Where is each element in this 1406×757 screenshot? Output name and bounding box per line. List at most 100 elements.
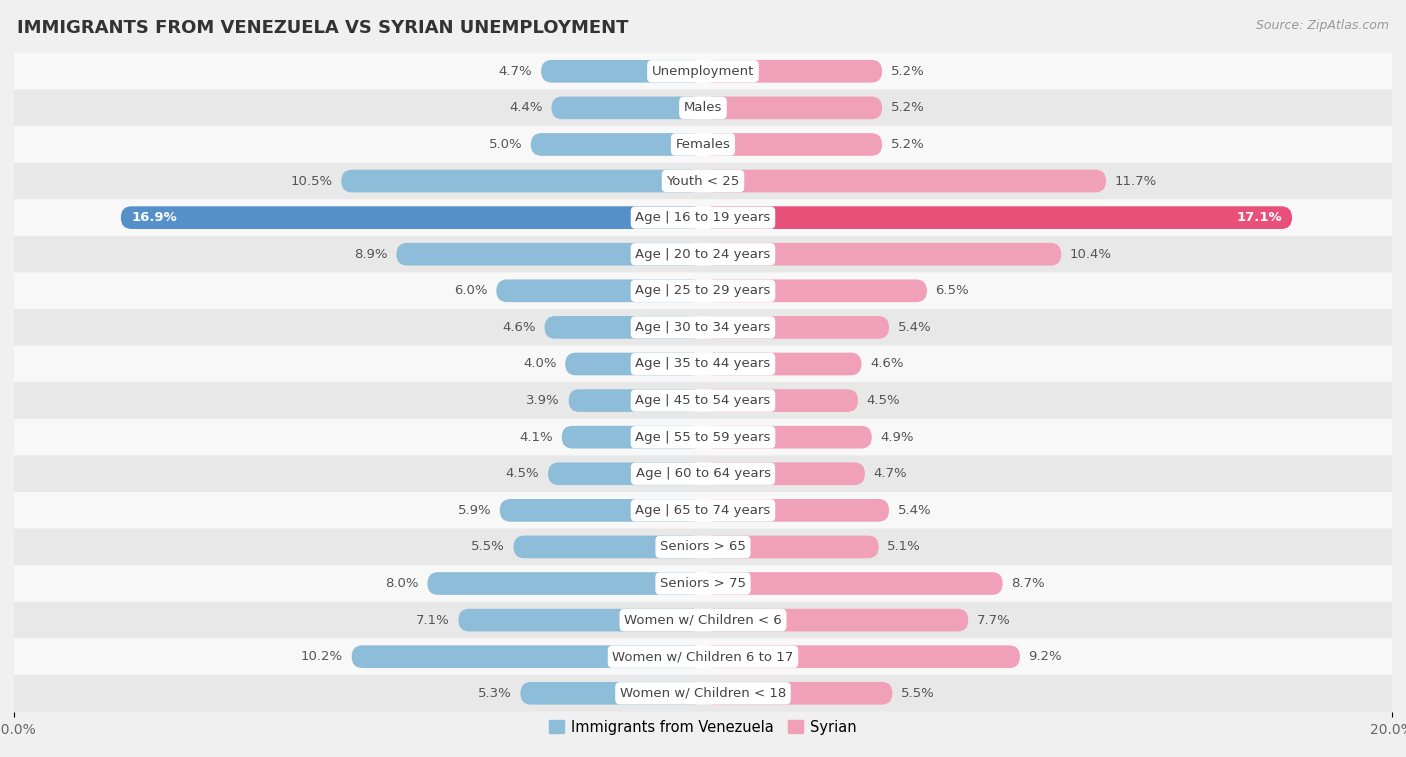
- FancyBboxPatch shape: [703, 133, 882, 156]
- FancyBboxPatch shape: [14, 126, 1392, 163]
- Text: 6.0%: 6.0%: [454, 285, 488, 298]
- Text: IMMIGRANTS FROM VENEZUELA VS SYRIAN UNEMPLOYMENT: IMMIGRANTS FROM VENEZUELA VS SYRIAN UNEM…: [17, 19, 628, 37]
- Text: 5.9%: 5.9%: [457, 504, 491, 517]
- FancyBboxPatch shape: [342, 170, 703, 192]
- FancyBboxPatch shape: [551, 97, 703, 119]
- Text: Age | 65 to 74 years: Age | 65 to 74 years: [636, 504, 770, 517]
- FancyBboxPatch shape: [14, 419, 1392, 456]
- Text: Age | 30 to 34 years: Age | 30 to 34 years: [636, 321, 770, 334]
- FancyBboxPatch shape: [703, 243, 1062, 266]
- FancyBboxPatch shape: [121, 207, 703, 229]
- FancyBboxPatch shape: [703, 536, 879, 558]
- Text: Age | 35 to 44 years: Age | 35 to 44 years: [636, 357, 770, 370]
- FancyBboxPatch shape: [703, 60, 882, 83]
- Text: 10.4%: 10.4%: [1070, 248, 1112, 260]
- Legend: Immigrants from Venezuela, Syrian: Immigrants from Venezuela, Syrian: [543, 714, 863, 740]
- Text: 5.4%: 5.4%: [897, 321, 931, 334]
- Text: 4.6%: 4.6%: [870, 357, 904, 370]
- FancyBboxPatch shape: [14, 236, 1392, 273]
- Text: 5.3%: 5.3%: [478, 687, 512, 699]
- FancyBboxPatch shape: [548, 463, 703, 485]
- FancyBboxPatch shape: [427, 572, 703, 595]
- FancyBboxPatch shape: [703, 279, 927, 302]
- Text: Age | 55 to 59 years: Age | 55 to 59 years: [636, 431, 770, 444]
- Text: 5.2%: 5.2%: [891, 101, 925, 114]
- Text: Seniors > 75: Seniors > 75: [659, 577, 747, 590]
- Text: 4.5%: 4.5%: [866, 394, 900, 407]
- FancyBboxPatch shape: [14, 53, 1392, 89]
- Text: 5.1%: 5.1%: [887, 540, 921, 553]
- FancyBboxPatch shape: [703, 499, 889, 522]
- Text: 4.7%: 4.7%: [873, 467, 907, 480]
- FancyBboxPatch shape: [352, 646, 703, 668]
- FancyBboxPatch shape: [14, 456, 1392, 492]
- Text: 17.1%: 17.1%: [1236, 211, 1282, 224]
- Text: Unemployment: Unemployment: [652, 65, 754, 78]
- FancyBboxPatch shape: [14, 602, 1392, 638]
- FancyBboxPatch shape: [14, 382, 1392, 419]
- FancyBboxPatch shape: [499, 499, 703, 522]
- FancyBboxPatch shape: [14, 675, 1392, 712]
- FancyBboxPatch shape: [14, 309, 1392, 346]
- Text: 4.7%: 4.7%: [499, 65, 533, 78]
- Text: 4.9%: 4.9%: [880, 431, 914, 444]
- Text: Youth < 25: Youth < 25: [666, 175, 740, 188]
- FancyBboxPatch shape: [568, 389, 703, 412]
- Text: 8.7%: 8.7%: [1011, 577, 1045, 590]
- FancyBboxPatch shape: [565, 353, 703, 375]
- Text: Seniors > 65: Seniors > 65: [659, 540, 747, 553]
- FancyBboxPatch shape: [703, 207, 1292, 229]
- Text: 3.9%: 3.9%: [526, 394, 560, 407]
- Text: 4.0%: 4.0%: [523, 357, 557, 370]
- FancyBboxPatch shape: [703, 316, 889, 338]
- Text: 6.5%: 6.5%: [935, 285, 969, 298]
- FancyBboxPatch shape: [14, 199, 1392, 236]
- FancyBboxPatch shape: [703, 97, 882, 119]
- Text: 8.9%: 8.9%: [354, 248, 388, 260]
- FancyBboxPatch shape: [703, 353, 862, 375]
- Text: 4.5%: 4.5%: [506, 467, 540, 480]
- FancyBboxPatch shape: [458, 609, 703, 631]
- Text: 5.5%: 5.5%: [901, 687, 935, 699]
- FancyBboxPatch shape: [703, 682, 893, 705]
- FancyBboxPatch shape: [703, 463, 865, 485]
- Text: Age | 20 to 24 years: Age | 20 to 24 years: [636, 248, 770, 260]
- FancyBboxPatch shape: [703, 572, 1002, 595]
- FancyBboxPatch shape: [703, 609, 969, 631]
- FancyBboxPatch shape: [14, 89, 1392, 126]
- FancyBboxPatch shape: [14, 346, 1392, 382]
- FancyBboxPatch shape: [14, 163, 1392, 199]
- Text: Women w/ Children < 18: Women w/ Children < 18: [620, 687, 786, 699]
- Text: Women w/ Children 6 to 17: Women w/ Children 6 to 17: [613, 650, 793, 663]
- Text: 11.7%: 11.7%: [1115, 175, 1157, 188]
- Text: Source: ZipAtlas.com: Source: ZipAtlas.com: [1256, 19, 1389, 32]
- FancyBboxPatch shape: [531, 133, 703, 156]
- FancyBboxPatch shape: [14, 638, 1392, 675]
- Text: 16.9%: 16.9%: [131, 211, 177, 224]
- Text: 10.5%: 10.5%: [291, 175, 333, 188]
- FancyBboxPatch shape: [14, 492, 1392, 528]
- Text: 8.0%: 8.0%: [385, 577, 419, 590]
- Text: 7.7%: 7.7%: [977, 614, 1011, 627]
- Text: 4.1%: 4.1%: [520, 431, 553, 444]
- Text: 7.1%: 7.1%: [416, 614, 450, 627]
- FancyBboxPatch shape: [703, 426, 872, 448]
- Text: 5.2%: 5.2%: [891, 65, 925, 78]
- Text: Women w/ Children < 6: Women w/ Children < 6: [624, 614, 782, 627]
- Text: 5.5%: 5.5%: [471, 540, 505, 553]
- FancyBboxPatch shape: [544, 316, 703, 338]
- FancyBboxPatch shape: [541, 60, 703, 83]
- FancyBboxPatch shape: [703, 170, 1107, 192]
- Text: 4.4%: 4.4%: [509, 101, 543, 114]
- FancyBboxPatch shape: [14, 273, 1392, 309]
- Text: Age | 45 to 54 years: Age | 45 to 54 years: [636, 394, 770, 407]
- FancyBboxPatch shape: [562, 426, 703, 448]
- Text: 5.2%: 5.2%: [891, 138, 925, 151]
- FancyBboxPatch shape: [703, 389, 858, 412]
- Text: 4.6%: 4.6%: [502, 321, 536, 334]
- FancyBboxPatch shape: [396, 243, 703, 266]
- FancyBboxPatch shape: [14, 565, 1392, 602]
- Text: 5.4%: 5.4%: [897, 504, 931, 517]
- FancyBboxPatch shape: [513, 536, 703, 558]
- FancyBboxPatch shape: [14, 528, 1392, 565]
